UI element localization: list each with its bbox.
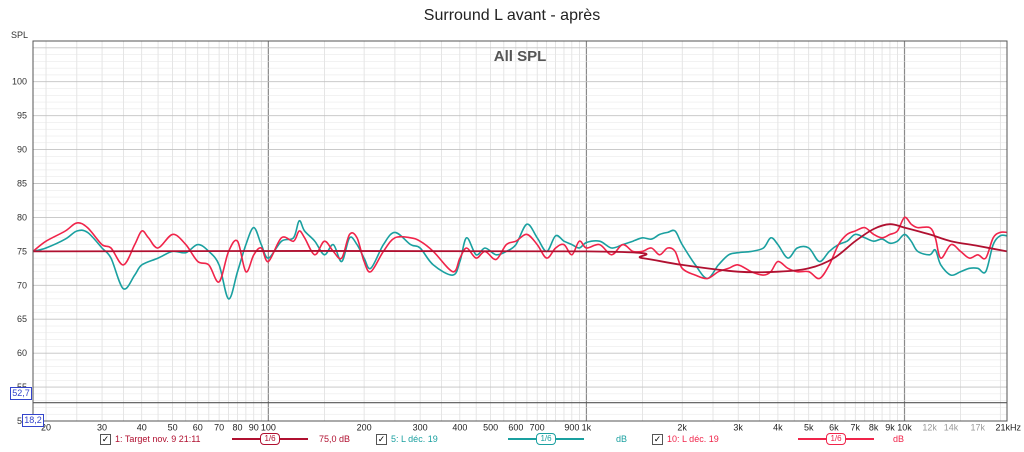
chart-title: Surround L avant - après <box>423 7 601 24</box>
legend-label-after: 10: L déc. 19 <box>667 434 719 444</box>
x-tick-label: 500 <box>483 422 498 432</box>
y-tick-label: 90 <box>17 145 27 155</box>
x-cursor-marker[interactable]: 18,2 <box>22 414 44 427</box>
x-tick-label: 50 <box>168 422 178 432</box>
x-tick-label: 90 <box>249 422 259 432</box>
x-tick-label: 14k <box>944 422 959 432</box>
x-tick-label: 6k <box>829 422 839 432</box>
legend-value-target: 75,0 dB <box>319 434 351 444</box>
y-tick-labels: 50556065707580859095100 <box>12 77 27 426</box>
y-tick-label: 60 <box>17 348 27 358</box>
smoothing-label-before: 1/6 <box>536 433 556 445</box>
x-tick-label: 600 <box>508 422 523 432</box>
x-tick-label: 5k <box>804 422 814 432</box>
checkbox-after[interactable]: ✓ <box>652 434 663 445</box>
series-line-1 <box>32 223 1008 274</box>
x-tick-label: 21kHz <box>995 422 1021 432</box>
x-tick-label: 3k <box>733 422 743 432</box>
y-tick-label: 50 <box>17 416 27 426</box>
x-tick-label: 60 <box>193 422 203 432</box>
legend-label-target: 1: Target nov. 9 21:11 <box>115 434 201 444</box>
y-cursor-marker[interactable]: 52,7 <box>10 387 32 400</box>
x-tick-label: 17k <box>971 422 986 432</box>
x-tick-label: 2k <box>677 422 687 432</box>
legend-value-before: dB <box>616 434 628 444</box>
grid <box>33 40 1007 422</box>
y-tick-label: 70 <box>17 280 27 290</box>
y-tick-label: 85 <box>17 179 27 189</box>
series-layer <box>32 216 1008 300</box>
x-tick-label: 40 <box>137 422 147 432</box>
x-tick-label: 8k <box>869 422 879 432</box>
x-tick-label: 12k <box>922 422 937 432</box>
series-line-2 <box>32 219 1008 300</box>
y-tick-label: 65 <box>17 314 27 324</box>
x-tick-label: 200 <box>357 422 372 432</box>
legend-label-before: 5: L déc. 19 <box>391 434 438 444</box>
x-tick-label: 300 <box>413 422 428 432</box>
x-tick-label: 80 <box>233 422 243 432</box>
x-tick-label: 100 <box>261 422 276 432</box>
series-line-3 <box>32 216 1008 283</box>
x-tick-label: 9k <box>885 422 895 432</box>
smoothing-control-after[interactable]: 1/6 <box>798 433 874 445</box>
x-tick-label: 4k <box>773 422 783 432</box>
checkbox-before[interactable]: ✓ <box>376 434 387 445</box>
smoothing-label-target: 1/6 <box>260 433 280 445</box>
legend-value-after: dB <box>893 434 905 444</box>
x-tick-label: 10k <box>897 422 912 432</box>
y-axis-label: SPL <box>11 30 29 40</box>
checkbox-target[interactable]: ✓ <box>100 434 111 445</box>
smoothing-control-before[interactable]: 1/6 <box>508 433 584 445</box>
plot-label: All SPL <box>494 48 547 65</box>
x-tick-label: 700 <box>530 422 545 432</box>
x-tick-label: 400 <box>452 422 467 432</box>
smoothing-label-after: 1/6 <box>826 433 846 445</box>
x-tick-label: 7k <box>850 422 860 432</box>
y-tick-label: 100 <box>12 77 27 87</box>
x-tick-label: 900 <box>564 422 579 432</box>
x-tick-label: 70 <box>214 422 224 432</box>
x-tick-label: 1k <box>582 422 592 432</box>
legend: ✓ 1: Target nov. 9 21:11 1/6 75,0 dB ✓ 5… <box>0 433 1024 450</box>
y-tick-label: 95 <box>17 111 27 121</box>
smoothing-control-target[interactable]: 1/6 <box>232 433 308 445</box>
y-tick-label: 80 <box>17 212 27 222</box>
x-tick-labels: 20 30 40 50 60 70 80 90 100 200 300 400 500 600 700 900… <box>41 422 1021 432</box>
x-tick-label: 20 <box>41 422 51 432</box>
x-tick-label: 30 <box>97 422 107 432</box>
y-tick-label: 75 <box>17 246 27 256</box>
plot-frame <box>32 40 1008 422</box>
